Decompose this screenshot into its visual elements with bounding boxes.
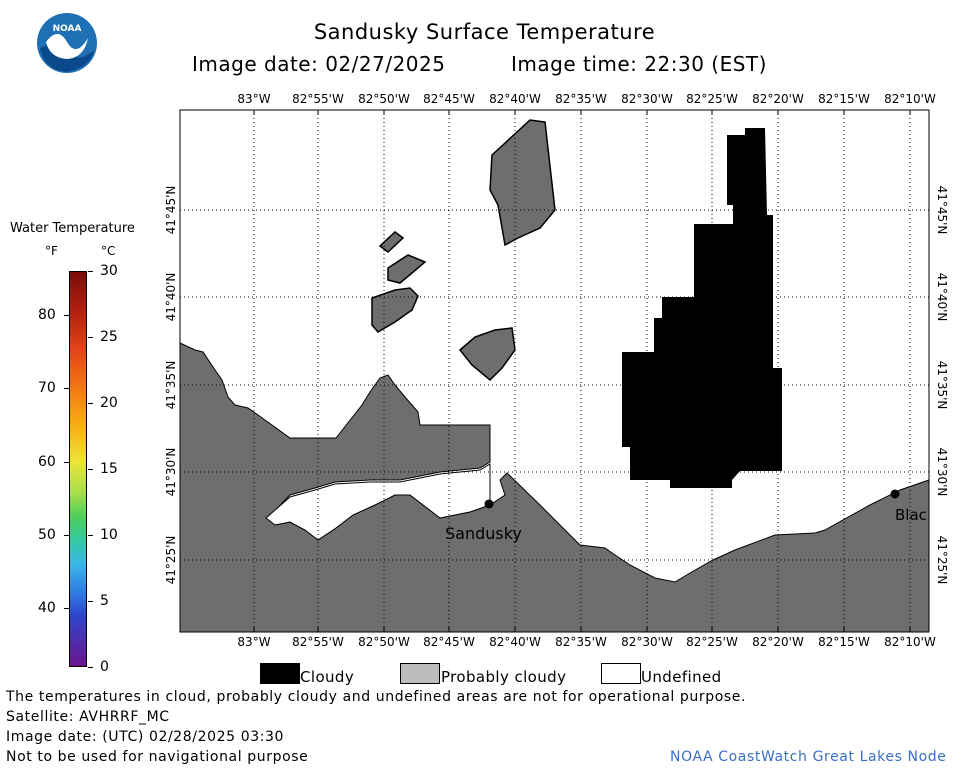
- celsius-tick-mark: [88, 601, 93, 602]
- celsius-tick-mark: [88, 535, 93, 536]
- lon-label-bottom-1: 82°55'W: [292, 635, 344, 649]
- lon-label-bottom-7: 82°25'W: [686, 635, 738, 649]
- map-border: [179, 109, 930, 633]
- celsius-tick-1: 25: [100, 329, 118, 345]
- celsius-tick-5: 5: [100, 593, 109, 609]
- lon-label-bottom-3: 82°45'W: [423, 635, 475, 649]
- logo-text: NOAA: [53, 24, 82, 34]
- sandusky-marker: [484, 499, 494, 509]
- celsius-tick-3: 15: [100, 461, 118, 477]
- legend-probably-cloudy-swatch: [400, 663, 440, 684]
- color-bar: [69, 271, 87, 667]
- island-small-1: [378, 231, 405, 253]
- footer-nav-warning: Not to be used for navigational purpose: [6, 749, 309, 765]
- celsius-tick-mark: [88, 337, 93, 338]
- celsius-tick-mark: [88, 667, 93, 668]
- lat-label-left-1: 41°40'N: [164, 272, 178, 322]
- fahrenheit-tick-2: 60: [38, 453, 56, 470]
- unit-c: °C: [101, 244, 116, 258]
- page-title: Sandusky Surface Temperature: [313, 20, 656, 44]
- lat-label-left-3: 41°30'N: [164, 447, 178, 497]
- celsius-tick-mark: [88, 403, 93, 404]
- legend-cloudy-label: Cloudy: [300, 668, 355, 686]
- lon-label-top-5: 82°35'W: [555, 92, 607, 106]
- celsius-tick-mark: [88, 271, 93, 272]
- fahrenheit-tick-mark: [64, 388, 69, 390]
- lat-label-left-0: 41°45'N: [164, 185, 178, 235]
- fahrenheit-tick-3: 50: [38, 527, 56, 543]
- noaa-logo: NOAA: [36, 12, 98, 74]
- lon-label-top-1: 82°55'W: [292, 92, 344, 106]
- fahrenheit-tick-0: 80: [38, 307, 56, 323]
- lat-label-right-2: 41°35'N: [935, 360, 949, 410]
- image-time: Image time: 22:30 (EST): [511, 52, 767, 76]
- sandusky-label: Sandusky: [445, 524, 522, 543]
- fahrenheit-tick-mark: [64, 461, 69, 463]
- lat-label-right-1: 41°40'N: [935, 272, 949, 322]
- fahrenheit-tick-4: 40: [38, 600, 56, 617]
- celsius-tick-4: 10: [100, 527, 118, 543]
- legend-undefined-swatch: [601, 663, 641, 684]
- celsius-tick-2: 20: [100, 395, 118, 411]
- lat-label-right-4: 41°25'N: [935, 535, 949, 585]
- lon-label-bottom-5: 82°35'W: [555, 635, 607, 649]
- lon-label-top-0: 83°W: [237, 92, 271, 106]
- lon-label-bottom-9: 82°15'W: [818, 635, 870, 649]
- lon-label-top-2: 82°50'W: [358, 92, 410, 106]
- lon-label-bottom-6: 82°30'W: [621, 635, 673, 649]
- legend-probably-cloudy-label: Probably cloudy: [441, 668, 567, 686]
- celsius-tick-0: 30: [100, 263, 118, 279]
- blac-label: Blac: [895, 506, 927, 524]
- fahrenheit-tick-mark: [64, 608, 69, 610]
- sandusky-bay: [265, 463, 491, 541]
- map-grid: [180, 110, 929, 632]
- image-date: Image date: 02/27/2025: [192, 52, 446, 76]
- lon-label-top-9: 82°15'W: [818, 92, 870, 106]
- fahrenheit-tick-1: 70: [38, 380, 56, 397]
- footer-disclaimer: The temperatures in cloud, probably clou…: [6, 689, 747, 705]
- blac-marker: [890, 489, 900, 499]
- lon-label-top-7: 82°25'W: [686, 92, 738, 106]
- lon-label-top-8: 82°20'W: [752, 92, 804, 106]
- scale-title: Water Temperature: [10, 221, 135, 236]
- lon-label-top-4: 82°40'W: [489, 92, 541, 106]
- island-small-2: [387, 254, 427, 284]
- lon-label-bottom-4: 82°40'W: [489, 635, 541, 649]
- legend-undefined-label: Undefined: [641, 668, 722, 686]
- lon-label-top-10: 82°10'W: [884, 92, 936, 106]
- lon-label-top-3: 82°45'W: [423, 92, 475, 106]
- lon-label-bottom-10: 82°10'W: [884, 635, 936, 649]
- cloud-region: [622, 128, 782, 488]
- lat-label-left-2: 41°35'N: [164, 360, 178, 410]
- fahrenheit-tick-mark: [64, 315, 69, 316]
- lon-label-top-6: 82°30'W: [621, 92, 673, 106]
- unit-f: °F: [45, 244, 58, 258]
- island-north: [489, 119, 556, 247]
- footer-utc-date: Image date: (UTC) 02/28/2025 03:30: [6, 729, 285, 745]
- celsius-tick-mark: [88, 469, 93, 470]
- footer-credit: NOAA CoastWatch Great Lakes Node: [670, 749, 947, 765]
- lat-label-right-3: 41°30'N: [935, 447, 949, 497]
- footer-satellite: Satellite: AVHRRF_MC: [6, 709, 170, 725]
- lon-label-bottom-0: 83°W: [237, 635, 271, 649]
- lat-label-right-0: 41°45'N: [935, 185, 949, 235]
- lon-label-bottom-2: 82°50'W: [358, 635, 410, 649]
- celsius-tick-6: 0: [100, 659, 109, 675]
- legend-cloudy-swatch: [260, 663, 300, 684]
- fahrenheit-tick-mark: [64, 535, 69, 536]
- lat-label-left-4: 41°25'N: [164, 535, 178, 585]
- lon-label-bottom-8: 82°20'W: [752, 635, 804, 649]
